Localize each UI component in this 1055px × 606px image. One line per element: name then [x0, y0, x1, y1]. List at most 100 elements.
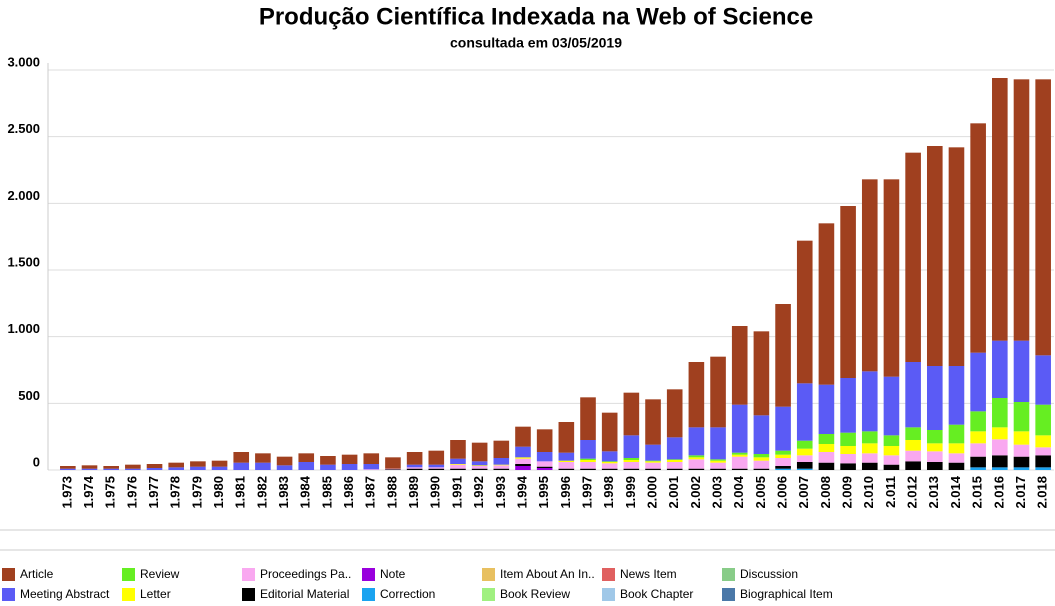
bar-segment — [926, 451, 943, 462]
bar-segment — [190, 466, 206, 470]
bar-segment — [775, 458, 791, 466]
bar-segment — [818, 434, 835, 444]
bar-segment — [992, 467, 1008, 470]
bar-segment — [125, 468, 141, 470]
bar-segment — [818, 384, 835, 434]
bar-segment — [710, 462, 726, 469]
bar-segment — [861, 371, 878, 432]
bar-segment — [450, 458, 466, 464]
x-tick-label: 1.993 — [493, 476, 508, 509]
bar-segment — [926, 366, 943, 430]
bar-segment — [146, 464, 163, 468]
legend-swatch — [242, 568, 255, 581]
y-tick-label: 3.000 — [7, 54, 40, 69]
bar-segment — [970, 352, 986, 412]
bar-segment — [948, 366, 965, 425]
bar-segment — [580, 397, 596, 440]
x-tick-label: 1.992 — [471, 476, 486, 509]
bar-segment — [1013, 402, 1030, 432]
x-tick-label: 2.005 — [753, 476, 768, 509]
legend-swatch — [602, 568, 615, 581]
bar-segment — [1035, 79, 1051, 356]
legend-label: Book Review — [500, 587, 570, 601]
bar-segment — [775, 468, 791, 470]
bar-segment — [926, 430, 943, 444]
legend-swatch — [602, 588, 615, 601]
legend-swatch — [122, 568, 135, 581]
bar-segment — [688, 459, 705, 469]
bar-segment — [992, 455, 1008, 468]
bar-segment — [666, 468, 683, 470]
bar-segment — [948, 443, 965, 454]
bar-segment — [926, 146, 943, 366]
bar-segment — [385, 469, 401, 470]
bar-segment — [428, 467, 445, 469]
bar-segment — [666, 389, 683, 438]
bar-segment — [926, 462, 943, 470]
bar-segment — [992, 398, 1008, 428]
bar-segment — [623, 435, 640, 458]
bar-segment — [840, 446, 856, 454]
bar-segment — [168, 462, 185, 468]
bar-segment — [1035, 455, 1051, 468]
legend-swatch — [362, 568, 375, 581]
legend-label: Book Chapter — [620, 587, 693, 601]
x-tick-label: 1.976 — [124, 476, 139, 509]
x-tick-label: 2.018 — [1035, 476, 1050, 509]
legend-label: Note — [380, 567, 406, 581]
bar-segment — [1035, 435, 1051, 448]
bar-segment — [666, 460, 683, 462]
bar-segment — [471, 466, 488, 469]
bar-segment — [970, 411, 986, 432]
bar-segment — [493, 465, 510, 469]
bar-segment — [385, 457, 401, 469]
bar-segment — [406, 467, 423, 469]
x-tick-label: 2.000 — [644, 476, 659, 509]
bar-segment — [905, 440, 921, 451]
legend-label: Letter — [140, 587, 171, 601]
bar-segment — [515, 464, 531, 466]
bar-segment — [536, 468, 553, 470]
bar-segment — [948, 453, 965, 463]
bar-segment — [666, 437, 683, 460]
bar-segment — [731, 326, 748, 405]
bar-segment — [298, 462, 315, 470]
bar-segment — [363, 469, 380, 470]
bar-segment — [580, 460, 596, 462]
bar-segment — [493, 458, 510, 465]
legend-label: Editorial Material — [260, 587, 349, 601]
x-tick-label: 2.008 — [818, 476, 833, 509]
legend-swatch — [122, 588, 135, 601]
bar-segment — [1013, 444, 1030, 457]
bar-segment — [840, 463, 856, 470]
x-tick-label: 2.017 — [1013, 476, 1028, 509]
x-tick-label: 1.997 — [579, 476, 594, 509]
bar-segment — [536, 429, 553, 452]
x-tick-label: 1.999 — [623, 476, 638, 509]
x-tick-label: 1.973 — [59, 476, 74, 509]
bar-segment — [558, 452, 575, 461]
x-tick-label: 1.984 — [298, 475, 313, 508]
legend-swatch — [2, 588, 15, 601]
bar-segment — [883, 435, 900, 446]
bar-segment — [731, 468, 748, 470]
bar-segment — [861, 179, 878, 372]
bar-segment — [688, 362, 705, 428]
bar-segment — [406, 452, 423, 465]
bar-segment — [710, 427, 726, 460]
bar-segment — [536, 461, 553, 467]
bar-segment — [385, 468, 401, 470]
bar-segment — [211, 466, 228, 470]
bar-segment — [1035, 404, 1051, 436]
bar-segment — [515, 446, 531, 458]
bar-segment — [905, 427, 921, 440]
bar-segment — [753, 331, 770, 416]
bar-segment — [363, 464, 380, 470]
bar-segment — [276, 456, 293, 466]
bar-segment — [515, 466, 531, 470]
bar-segment — [883, 376, 900, 436]
legend-swatch — [482, 588, 495, 601]
chart-title: Produção Científica Indexada na Web of S… — [259, 3, 813, 30]
x-tick-label: 2.015 — [970, 476, 985, 509]
bar-segment — [796, 240, 813, 384]
